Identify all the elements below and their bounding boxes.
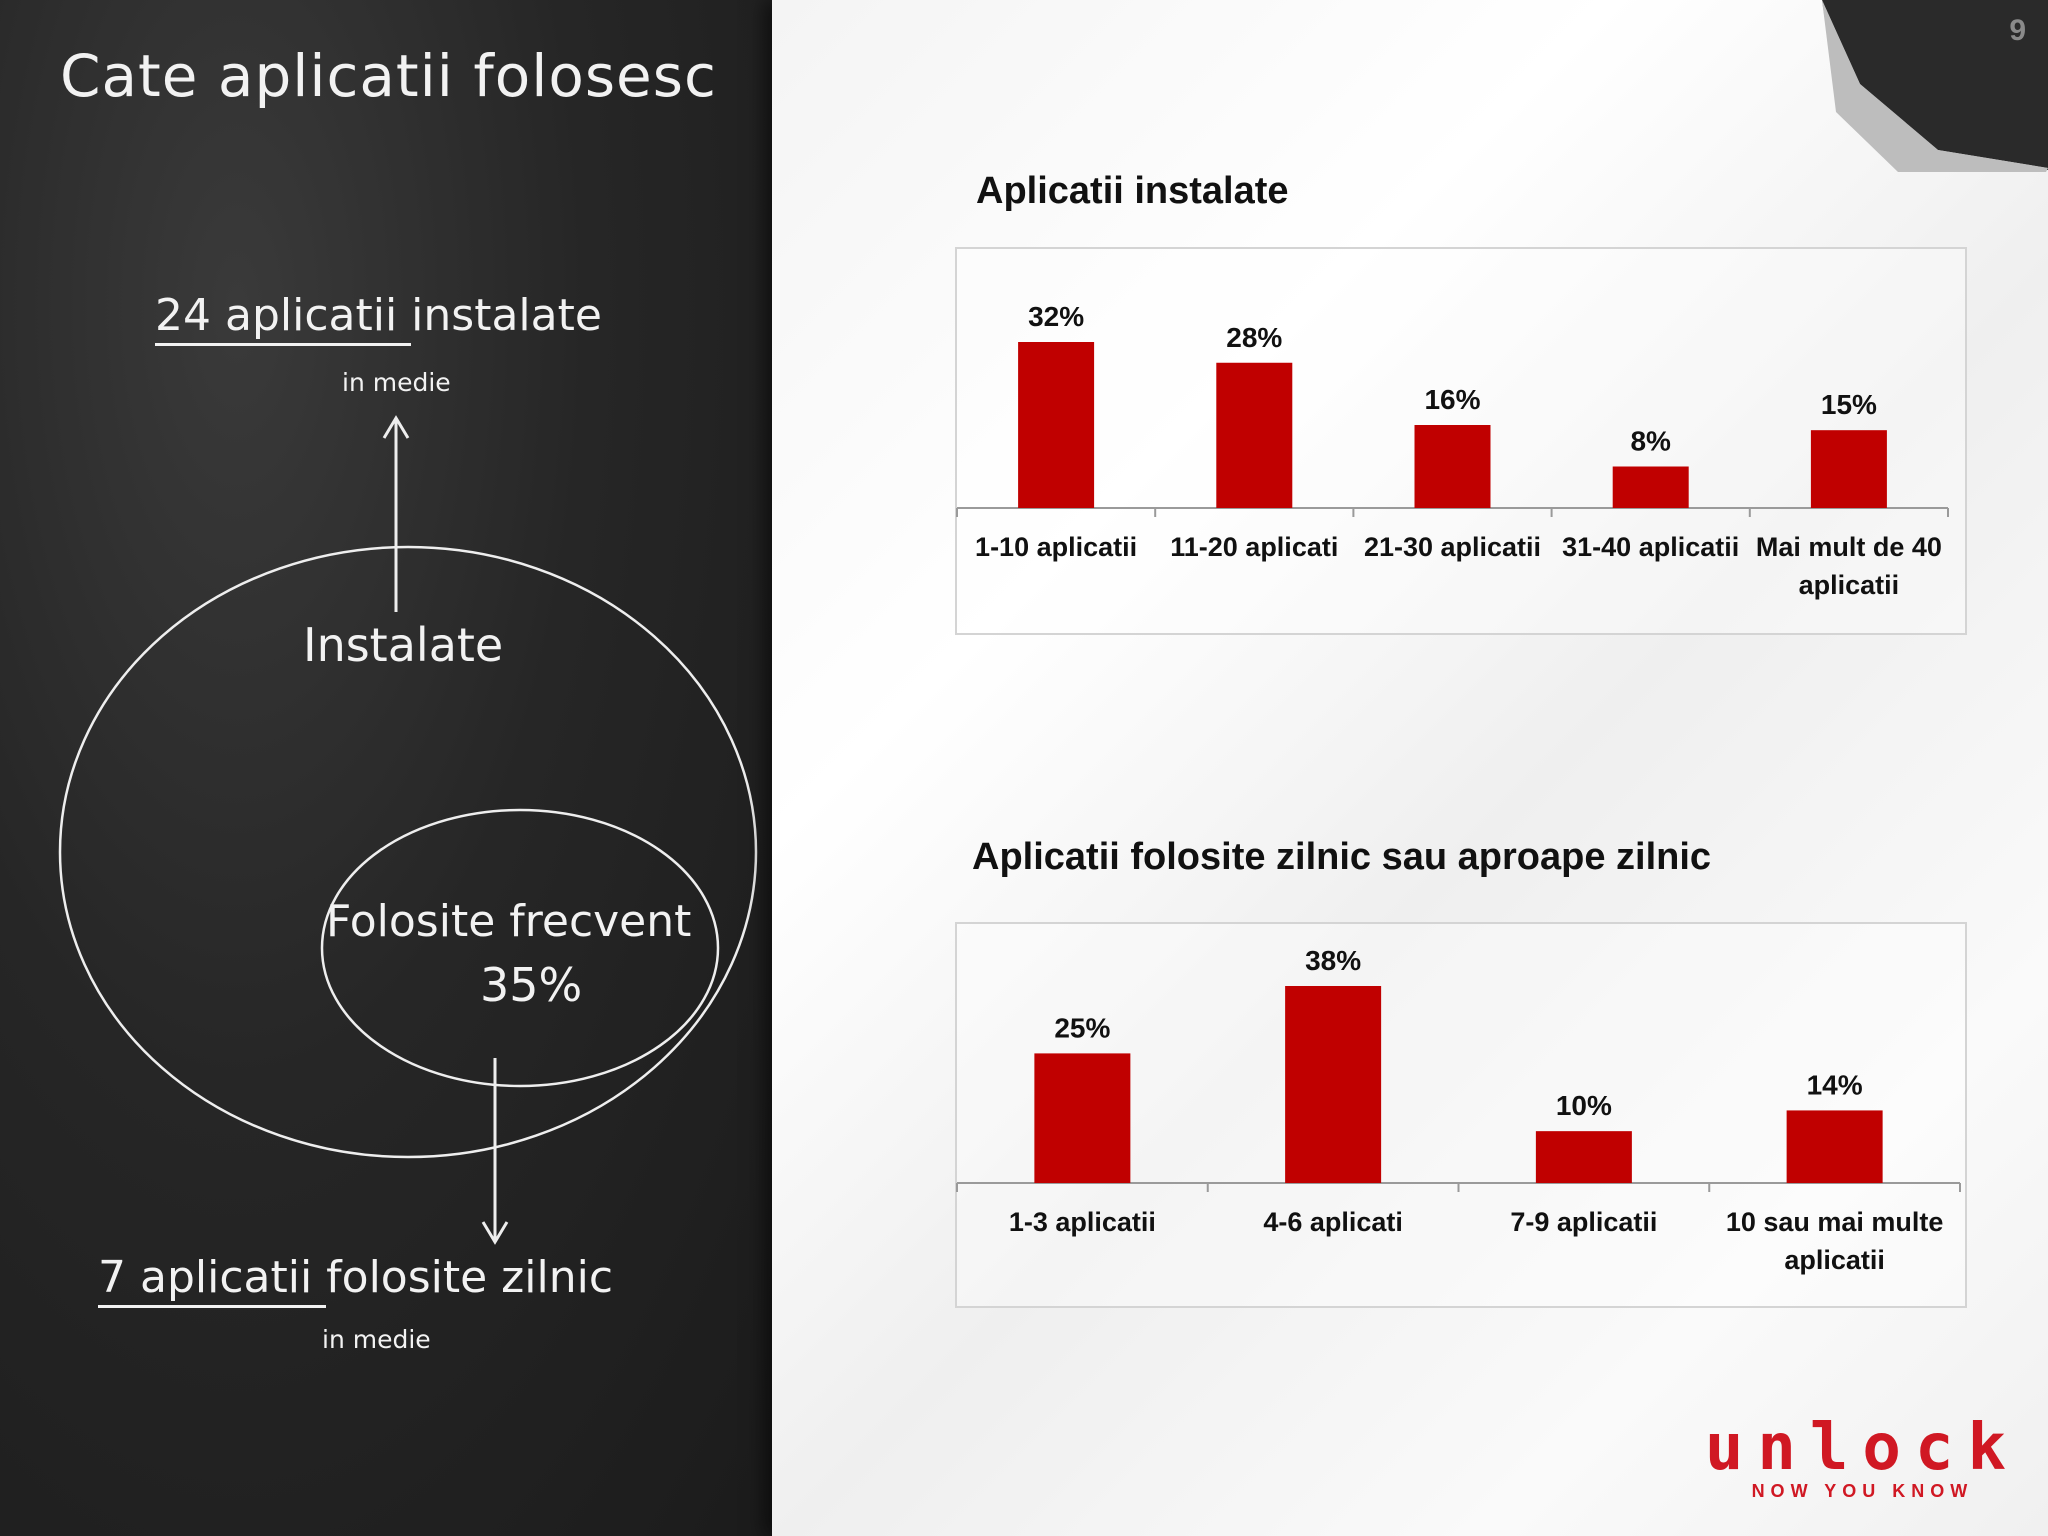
chart0-category-label: 31-40 aplicatii: [1562, 532, 1739, 562]
stat-daily: 7 aplicatii folosite zilnic: [98, 1252, 614, 1308]
chart1-category-label: 4-6 aplicati: [1263, 1207, 1403, 1237]
chart1-category-label: 7-9 aplicatii: [1510, 1207, 1657, 1237]
chart1-bar: [1535, 1131, 1632, 1183]
chart1-data-label: 25%: [1054, 1012, 1110, 1043]
chart1-data-label: 10%: [1556, 1090, 1612, 1121]
chart0-category-label: 1-10 aplicatii: [975, 532, 1137, 562]
venn-diagram: [58, 415, 758, 1245]
chart1-category-label: aplicatii: [1784, 1245, 1885, 1275]
chart1-title: Aplicatii instalate: [976, 170, 1289, 212]
chalkboard-panel: Cate aplicatii folosesc 24 aplicatii ins…: [0, 0, 790, 1536]
venn-inner-pct: 35%: [480, 958, 583, 1012]
venn-inner-circle: [320, 808, 720, 1088]
chart0-bar: [1018, 342, 1095, 508]
chart1-data-label: 38%: [1305, 945, 1361, 976]
stat-installed-rest: instalate: [411, 290, 602, 341]
venn-outer-label: Instalate: [303, 618, 504, 672]
logo-tagline: NOW YOU KNOW: [1751, 1481, 1974, 1501]
chart0-category-label: 11-20 aplicati: [1170, 532, 1338, 562]
chart1-data-label: 14%: [1807, 1069, 1863, 1100]
arrow-up-icon: [382, 415, 410, 439]
stat-installed: 24 aplicatii instalate: [155, 290, 602, 346]
stat-installed-highlight: 24 aplicatii: [155, 290, 412, 346]
slide-title: Cate aplicatii folosesc: [60, 42, 717, 110]
chart0-data-label: 15%: [1821, 389, 1877, 420]
chart2-title: Aplicatii folosite zilnic sau aproape zi…: [972, 836, 1712, 878]
stat-daily-rest: folosite zilnic: [326, 1252, 614, 1303]
arrow-down-icon: [481, 1221, 509, 1245]
chart0-data-label: 8%: [1630, 426, 1671, 457]
chart0-bar: [1414, 425, 1491, 508]
venn-outer-circle: [58, 545, 758, 1159]
chart0-data-label: 16%: [1424, 384, 1480, 415]
stat-daily-highlight: 7 aplicatii: [98, 1252, 327, 1308]
page-number: 9: [2009, 14, 2026, 47]
chart1-category-label: 10 sau mai multe: [1726, 1207, 1944, 1237]
chart1-category-label: 1-3 aplicatii: [1009, 1207, 1156, 1237]
chart1-bar: [1285, 986, 1382, 1183]
chart0-category-label: aplicatii: [1799, 570, 1900, 600]
chart1-bar: [1786, 1110, 1883, 1183]
venn-inner-label: Folosite frecvent: [326, 896, 692, 947]
chart0-category-label: 21-30 aplicatii: [1364, 532, 1541, 562]
stat-installed-sub: in medie: [342, 368, 451, 397]
chart0-data-label: 28%: [1226, 322, 1282, 353]
chart0-data-label: 32%: [1028, 301, 1084, 332]
chart0-category-label: Mai mult de 40: [1756, 532, 1942, 562]
paper-sheet: 9: [772, 0, 2048, 1536]
chart0-bar: [1612, 466, 1689, 508]
chart0-bar: [1216, 362, 1293, 508]
page-curl-icon: [1822, 0, 2048, 172]
stat-daily-sub: in medie: [322, 1325, 431, 1354]
chart1-bar: [1034, 1053, 1131, 1183]
unlock-logo: unlock NOW YOU KNOW: [1705, 1411, 2020, 1502]
logo-word: unlock: [1704, 1411, 2020, 1485]
chart0-bar: [1810, 430, 1887, 508]
